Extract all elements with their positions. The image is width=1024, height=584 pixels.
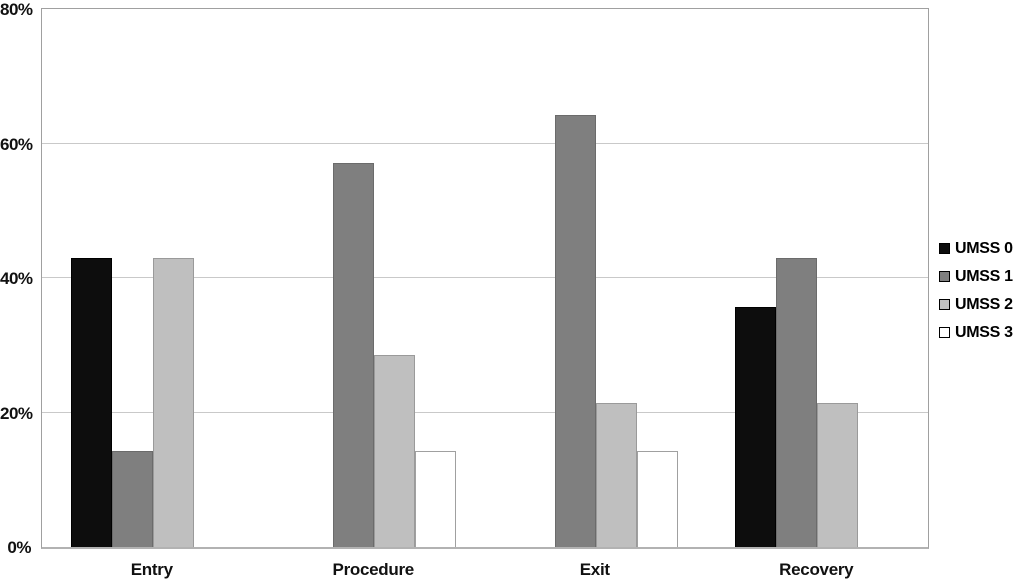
bar-umss-3-procedure (415, 451, 457, 547)
bar-umss-1-exit (554, 115, 596, 547)
bar-umss-0-entry (70, 258, 112, 547)
bar-umss-2-exit (595, 403, 637, 547)
gridline-60 (42, 142, 928, 144)
y-tick-label-0pct: 0% (7, 538, 31, 557)
legend-label: UMSS 0 (955, 239, 1013, 257)
gridline-20 (42, 411, 928, 413)
legend: UMSS 0 UMSS 1 UMSS 2 UMSS 3 (939, 239, 1013, 351)
legend-item-umss-3: UMSS 3 (939, 323, 1013, 342)
legend-label: UMSS 3 (955, 323, 1013, 341)
y-tick-label-20pct: 20% (0, 403, 33, 423)
legend-swatch-icon (939, 327, 950, 338)
legend-swatch-icon (939, 299, 950, 310)
bar-umss-2-recovery (817, 403, 859, 547)
legend-label: UMSS 2 (955, 295, 1013, 313)
legend-item-umss-1: UMSS 1 (939, 267, 1013, 286)
y-tick-label-60pct: 60% (0, 134, 33, 154)
x-category-label-recovery: Recovery (779, 560, 854, 579)
y-tick-label-40pct: 40% (0, 269, 33, 288)
bar-umss-2-procedure (374, 355, 416, 547)
x-category-label-exit: Exit (579, 560, 610, 579)
x-category-label-procedure: Procedure (332, 560, 415, 579)
legend-item-umss-2: UMSS 2 (939, 295, 1013, 314)
x-category-label-entry: Entry (130, 560, 173, 579)
bar-umss-0-recovery (735, 307, 777, 547)
legend-item-umss-0: UMSS 0 (939, 239, 1013, 258)
bar-umss-1-entry (111, 451, 153, 547)
bar-umss-1-recovery (776, 258, 818, 547)
legend-swatch-icon (939, 271, 950, 282)
bar-umss-1-procedure (333, 163, 375, 547)
plot-area (41, 8, 929, 549)
bar-umss-2-entry (152, 258, 194, 547)
bar-umss-3-exit (636, 451, 678, 547)
gridline-40 (42, 277, 928, 278)
y-tick-label-80pct: 80% (0, 0, 33, 19)
legend-swatch-icon (939, 243, 950, 254)
legend-label: UMSS 1 (955, 267, 1013, 285)
